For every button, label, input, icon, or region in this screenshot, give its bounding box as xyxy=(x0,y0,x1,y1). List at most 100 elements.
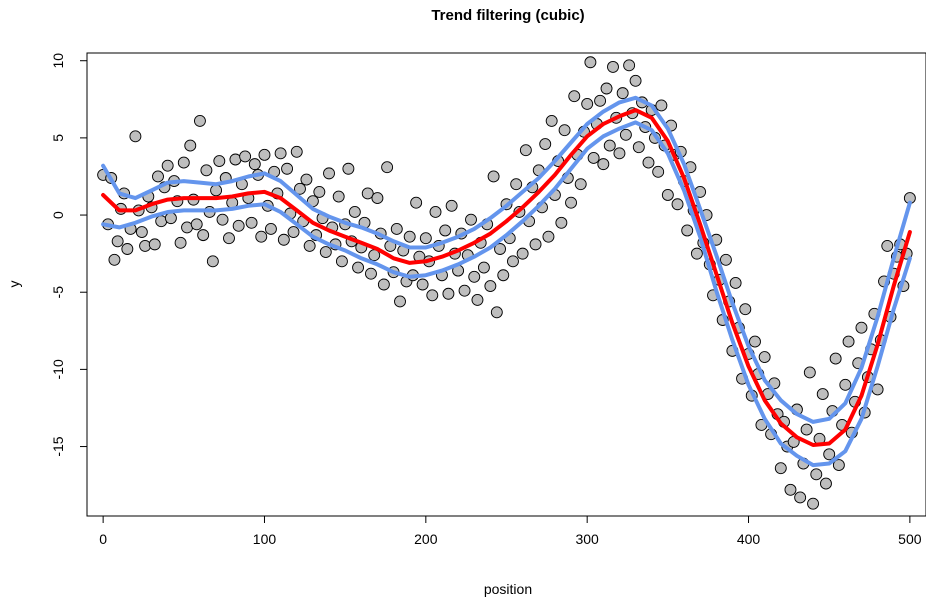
data-point-137 xyxy=(542,230,555,243)
data-point-159 xyxy=(613,147,626,160)
data-point-212 xyxy=(784,483,797,496)
data-point-43 xyxy=(239,150,252,163)
data-point-127 xyxy=(510,178,523,191)
data-point-195 xyxy=(729,277,742,289)
data-point-153 xyxy=(594,94,607,107)
data-point-180 xyxy=(681,224,694,237)
data-point-204 xyxy=(758,351,771,363)
data-point-192 xyxy=(719,253,732,266)
data-point-38 xyxy=(223,232,235,245)
data-point-142 xyxy=(558,124,571,137)
y-tick-label-3: 0 xyxy=(50,211,66,219)
data-point-230 xyxy=(842,335,855,348)
data-point-157 xyxy=(607,60,619,73)
data-point-46 xyxy=(248,158,261,171)
data-point-156 xyxy=(603,139,616,152)
data-point-155 xyxy=(600,82,613,95)
y-tick-label-1: -10 xyxy=(50,359,66,379)
data-point-126 xyxy=(507,255,519,268)
data-point-165 xyxy=(632,141,645,154)
data-point-150 xyxy=(584,56,597,69)
data-point-82 xyxy=(365,267,377,280)
data-point-151 xyxy=(587,151,600,164)
data-point-171 xyxy=(652,165,665,178)
data-point-96 xyxy=(410,196,423,209)
data-point-81 xyxy=(361,187,374,200)
data-point-122 xyxy=(494,243,506,255)
data-point-138 xyxy=(545,114,558,127)
data-point-63 xyxy=(303,239,316,252)
data-point-36 xyxy=(216,213,229,226)
data-point-55 xyxy=(277,233,290,246)
x-tick-label-1: 100 xyxy=(253,531,277,547)
data-point-87 xyxy=(381,161,394,174)
data-point-120 xyxy=(487,170,500,183)
data-point-121 xyxy=(490,306,503,319)
data-point-26 xyxy=(184,139,197,152)
data-point-117 xyxy=(477,261,490,274)
data-point-16 xyxy=(152,170,164,183)
x-axis: 0 100 200 300 400 500 xyxy=(99,515,922,547)
data-point-94 xyxy=(403,230,416,243)
x-tick-label-5: 500 xyxy=(898,531,922,547)
data-point-66 xyxy=(313,185,326,198)
data-point-33 xyxy=(206,255,219,268)
data-point-20 xyxy=(164,212,177,225)
data-point-19 xyxy=(161,159,174,172)
data-point-7 xyxy=(121,243,134,255)
data-point-227 xyxy=(832,459,845,472)
data-point-59 xyxy=(290,145,303,158)
data-point-29 xyxy=(193,114,206,127)
y-tick-label-2: -5 xyxy=(50,286,66,299)
data-point-102 xyxy=(429,206,442,218)
data-point-222 xyxy=(816,388,829,401)
data-point-219 xyxy=(807,497,820,510)
data-point-86 xyxy=(377,278,390,291)
data-point-41 xyxy=(232,219,245,232)
data-point-30 xyxy=(197,229,210,242)
data-point-154 xyxy=(597,158,610,171)
data-point-223 xyxy=(820,477,832,490)
data-point-12 xyxy=(139,239,152,252)
y-axis-label: y xyxy=(6,281,22,288)
data-point-75 xyxy=(342,162,355,175)
data-point-224 xyxy=(823,448,836,461)
data-point-218 xyxy=(803,366,816,379)
data-point-60 xyxy=(294,182,306,195)
data-point-73 xyxy=(335,255,348,268)
data-point-23 xyxy=(174,236,187,249)
data-point-217 xyxy=(800,423,813,436)
data-point-215 xyxy=(794,491,807,504)
data-point-105 xyxy=(439,224,452,237)
data-point-58 xyxy=(287,226,300,238)
data-point-3 xyxy=(108,253,121,266)
data-point-49 xyxy=(258,148,271,161)
data-point-177 xyxy=(671,198,684,211)
data-point-136 xyxy=(539,138,552,151)
data-point-119 xyxy=(484,280,497,292)
y-tick-label-5: 10 xyxy=(50,53,66,69)
y-tick-label-4: 5 xyxy=(50,134,66,142)
y-tick-label-0: -15 xyxy=(50,436,66,456)
data-point-161 xyxy=(619,128,632,141)
data-point-77 xyxy=(348,206,361,218)
data-point-141 xyxy=(555,216,568,229)
data-point-115 xyxy=(471,293,484,306)
data-point-24 xyxy=(177,156,190,169)
data-point-220 xyxy=(810,468,823,481)
data-point-174 xyxy=(661,189,674,201)
data-point-114 xyxy=(468,270,481,283)
data-point-4 xyxy=(111,235,124,248)
data-point-69 xyxy=(323,167,335,180)
upper-band-line xyxy=(101,95,912,424)
data-point-160 xyxy=(616,87,629,100)
data-point-162 xyxy=(623,59,636,72)
x-tick-label-2: 200 xyxy=(414,531,438,547)
data-point-234 xyxy=(855,321,868,334)
plot-area xyxy=(97,56,916,510)
data-point-172 xyxy=(655,99,668,112)
data-point-201 xyxy=(749,335,761,348)
data-point-51 xyxy=(264,222,277,235)
data-point-48 xyxy=(255,230,268,243)
